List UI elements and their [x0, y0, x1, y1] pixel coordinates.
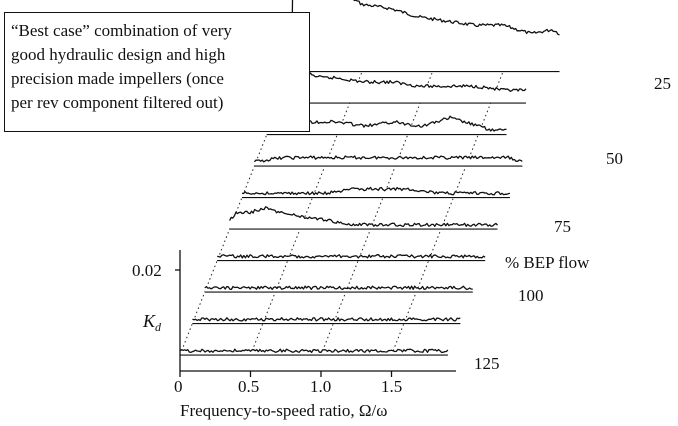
annotation-line: good hydraulic design and high: [11, 45, 226, 64]
series-trace: [204, 285, 473, 291]
trace-mask: [266, 116, 507, 135]
annotation-line: precision made impellers (once: [11, 69, 224, 88]
y-axis-label-main: K: [143, 311, 156, 331]
trace-mask: [254, 156, 523, 166]
x-tick-label: 0.5: [238, 377, 260, 396]
annotation-line: per rev component filtered out): [11, 93, 224, 112]
trace-mask: [242, 187, 510, 198]
depth-axis-label: % BEP flow: [505, 253, 590, 272]
series-trace: [179, 348, 449, 354]
trace-mask: [291, 0, 560, 72]
y-axis-label-sub: d: [155, 320, 162, 334]
axes: [175, 250, 456, 377]
annotation-box: “Best case” combination of very good hyd…: [4, 12, 310, 132]
series-trace: [229, 206, 498, 227]
series-trace: [217, 254, 486, 259]
depth-label-25: 25: [654, 74, 671, 93]
series-trace: [290, 0, 560, 72]
annotation-line: “Best case” combination of very: [11, 21, 232, 40]
depth-guide-lines: [179, 71, 504, 356]
depth-label-75: 75: [554, 217, 571, 236]
x-tick-label: 0: [174, 377, 183, 396]
depth-guide-line: [320, 71, 434, 356]
x-tick-label: 1.5: [381, 377, 403, 396]
series-trace: [192, 317, 461, 322]
trace-mask: [229, 206, 498, 229]
series-traces: [179, 0, 560, 356]
series-trace: [253, 155, 523, 163]
depth-label-50: 50: [606, 149, 623, 168]
y-tick-label: 0.02: [132, 261, 162, 280]
depth-guide-line: [250, 71, 363, 356]
x-tick-label: 1.0: [310, 377, 332, 396]
depth-guide-line: [179, 71, 293, 356]
trace-mask: [279, 56, 526, 103]
series-trace: [241, 186, 511, 196]
depth-label-125: 125: [474, 354, 500, 373]
y-axis-label: Kd: [143, 311, 161, 333]
trace-mask: [192, 317, 461, 324]
depth-guide-line: [391, 71, 504, 356]
series-trace: [278, 55, 527, 104]
depth-label-100: 100: [518, 286, 544, 305]
x-axis-title: Frequency-to-speed ratio, Ω/ω: [180, 401, 388, 420]
